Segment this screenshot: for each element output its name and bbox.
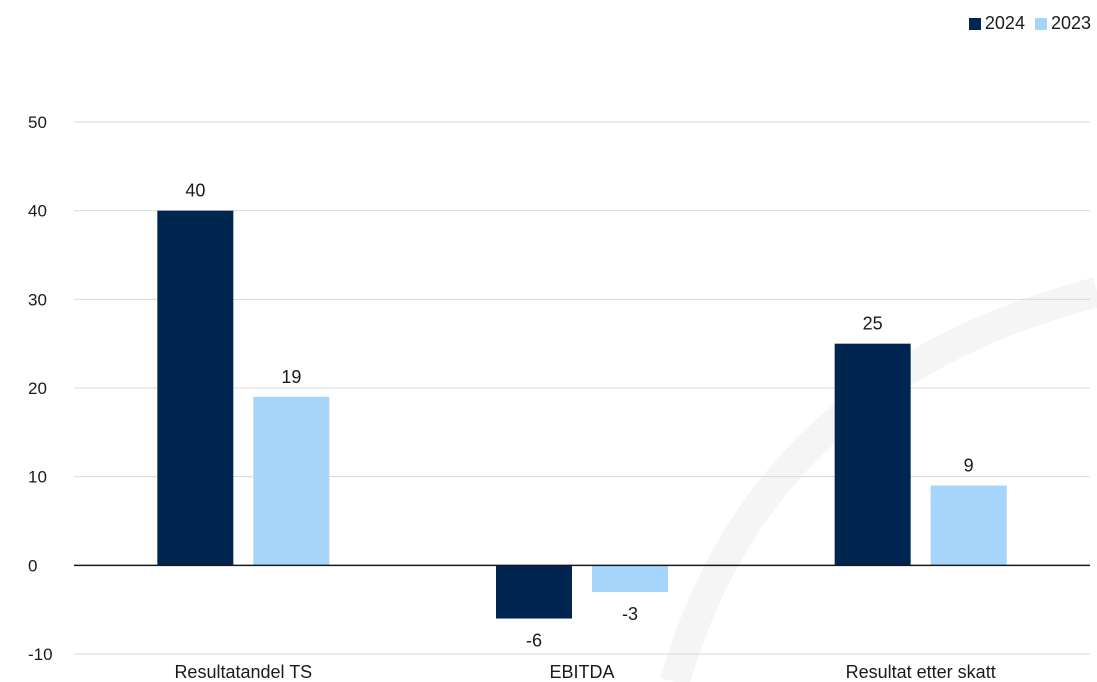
y-tick-label: 50 xyxy=(28,113,47,132)
category-label: EBITDA xyxy=(549,662,614,682)
legend-swatch-2024 xyxy=(968,17,981,30)
chart-legend: 2024 2023 xyxy=(959,13,1091,34)
category-label: Resultat etter skatt xyxy=(846,662,996,682)
bar-2024 xyxy=(157,210,234,566)
legend-label-2024: 2024 xyxy=(984,13,1025,33)
y-axis-tick-labels: 50 40 30 20 10 0 -10 xyxy=(28,113,53,664)
data-labels: 40 19 -6 -3 25 9 xyxy=(185,181,973,651)
legend-item-2023: 2023 xyxy=(1034,13,1091,34)
gridlines xyxy=(74,121,1090,655)
legend-item-2024: 2024 xyxy=(968,13,1025,34)
data-label: 9 xyxy=(964,456,974,476)
background-arc-decoration xyxy=(660,277,1097,682)
y-tick-label: 20 xyxy=(28,379,47,398)
data-label: 40 xyxy=(185,181,205,201)
bar-2023 xyxy=(930,485,1007,566)
bar-2023 xyxy=(253,396,330,566)
y-tick-label: 40 xyxy=(28,202,47,221)
data-label: -6 xyxy=(526,631,542,651)
data-label: 19 xyxy=(281,367,301,387)
data-label: -3 xyxy=(622,604,638,624)
y-tick-label: 30 xyxy=(28,290,47,309)
category-labels: Resultatandel TS EBITDA Resultat etter ska… xyxy=(174,662,995,682)
y-tick-label: -10 xyxy=(28,645,53,664)
bars xyxy=(157,210,1007,619)
data-label: 25 xyxy=(863,314,883,334)
y-tick-label: 0 xyxy=(28,556,37,575)
bar-2023 xyxy=(592,565,668,592)
category-label: Resultatandel TS xyxy=(174,662,312,682)
y-tick-label: 10 xyxy=(28,468,47,487)
bar-2024 xyxy=(834,343,911,566)
bar-2024 xyxy=(496,565,572,619)
legend-label-2023: 2023 xyxy=(1050,13,1091,33)
legend-swatch-2023 xyxy=(1034,17,1047,30)
